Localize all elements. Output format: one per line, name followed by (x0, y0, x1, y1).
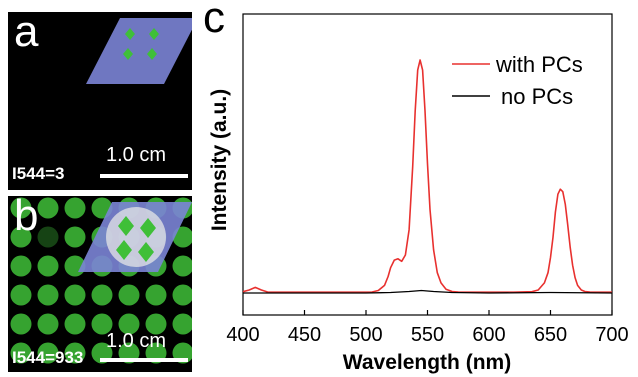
dot (91, 313, 113, 335)
x-tick-label: 700 (595, 324, 628, 346)
dot (37, 226, 59, 248)
dot (10, 255, 32, 277)
dot (172, 255, 192, 277)
photo-panel-b: b 1.0 cm I544=933 (8, 196, 192, 372)
dot (10, 197, 32, 219)
parallelogram-inset-b (78, 202, 192, 272)
x-tick-label: 450 (288, 324, 321, 346)
legend-label: no PCs (501, 84, 573, 109)
panel-letter-b: b (14, 196, 39, 240)
dot (64, 226, 86, 248)
parallelogram-inset-a (86, 18, 192, 84)
y-axis-label: Intensity (a.u.) (208, 89, 231, 231)
dot (37, 342, 59, 364)
dot (118, 284, 140, 306)
dot (172, 284, 192, 306)
series-line-no-pcs (243, 289, 613, 294)
dot (37, 255, 59, 277)
dot (64, 342, 86, 364)
dot (118, 313, 140, 335)
scale-label-a: 1.0 cm (106, 144, 167, 166)
dot (10, 313, 32, 335)
dot (10, 284, 32, 306)
series-line-with-pcs (242, 59, 612, 294)
dot (64, 313, 86, 335)
x-axis-label: Wavelength (nm) (343, 351, 511, 374)
intensity-label-a: I544=3 (12, 164, 65, 183)
intensity-label-b: I544=933 (12, 348, 84, 367)
dot (10, 226, 32, 248)
dot (37, 197, 59, 219)
dot (64, 284, 86, 306)
dot (64, 197, 86, 219)
legend: with PCs no PCs (452, 52, 583, 109)
x-tick-label: 600 (472, 324, 505, 346)
panel-letter-a: a (14, 12, 39, 56)
dot (172, 313, 192, 335)
x-tick-label: 500 (349, 324, 382, 346)
photo-panel-a: a 1.0 cm I544=3 (8, 12, 192, 190)
dot (37, 313, 59, 335)
x-tick-label: 650 (534, 324, 567, 346)
dot (145, 284, 167, 306)
scale-bar-a (100, 174, 188, 178)
dot (10, 342, 32, 364)
dot (145, 313, 167, 335)
x-tick-label: 400 (226, 324, 259, 346)
x-axis-ticks: 400 450 500 550 600 650 700 (226, 310, 629, 346)
dot (91, 284, 113, 306)
dot (37, 284, 59, 306)
scale-label-b: 1.0 cm (106, 330, 167, 352)
scale-bar-b (100, 358, 188, 362)
series-lines (242, 59, 613, 294)
legend-label: with PCs (495, 52, 583, 77)
panel-letter-c: c (203, 0, 225, 42)
x-tick-label: 550 (411, 324, 444, 346)
